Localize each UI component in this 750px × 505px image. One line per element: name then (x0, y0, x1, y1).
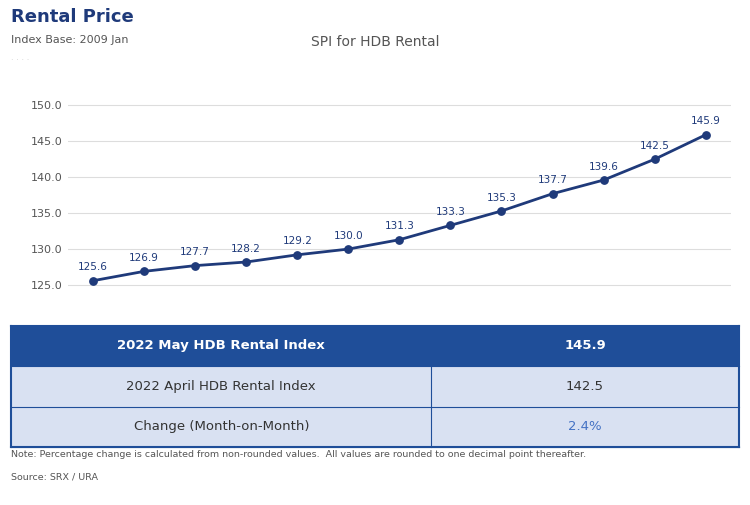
Point (291, 251, 303, 259)
Text: 2.4%: 2.4% (568, 420, 602, 433)
Text: . . . .: . . . . (11, 53, 30, 62)
Point (598, 176, 610, 184)
Text: 130.0: 130.0 (334, 231, 363, 241)
Text: Index Base: 2009 Jan: Index Base: 2009 Jan (11, 35, 129, 45)
Point (87, 277, 99, 285)
Point (445, 221, 457, 229)
Point (496, 207, 508, 215)
Text: 142.5: 142.5 (566, 380, 604, 393)
Text: 2022 May HDB Rental Index: 2022 May HDB Rental Index (117, 339, 326, 352)
Text: Note: Percentage change is calculated from non-rounded values.  All values are r: Note: Percentage change is calculated fr… (11, 450, 586, 460)
Text: 131.3: 131.3 (385, 221, 414, 231)
Point (342, 245, 354, 253)
Text: 137.7: 137.7 (538, 175, 568, 185)
Text: SPI for HDB Rental: SPI for HDB Rental (310, 35, 440, 49)
Point (240, 258, 252, 266)
Text: 2022 April HDB Rental Index: 2022 April HDB Rental Index (127, 380, 316, 393)
Text: Rental Price: Rental Price (11, 8, 134, 26)
Text: 126.9: 126.9 (129, 253, 159, 263)
Text: 128.2: 128.2 (231, 244, 261, 254)
Text: 145.9: 145.9 (564, 339, 606, 352)
Point (138, 267, 150, 275)
Point (393, 236, 405, 244)
Text: Source: SRX / URA: Source: SRX / URA (11, 472, 98, 481)
Text: 133.3: 133.3 (436, 207, 465, 217)
Text: 139.6: 139.6 (589, 162, 619, 172)
Text: 125.6: 125.6 (78, 263, 108, 272)
Text: 129.2: 129.2 (282, 236, 312, 246)
Text: Change (Month-on-Month): Change (Month-on-Month) (134, 420, 309, 433)
Text: 145.9: 145.9 (691, 117, 721, 126)
Text: 127.7: 127.7 (180, 247, 210, 257)
Point (649, 155, 661, 163)
Point (547, 190, 559, 198)
Point (700, 131, 712, 139)
Text: 142.5: 142.5 (640, 141, 670, 151)
Text: 135.3: 135.3 (487, 192, 517, 203)
Point (189, 262, 201, 270)
